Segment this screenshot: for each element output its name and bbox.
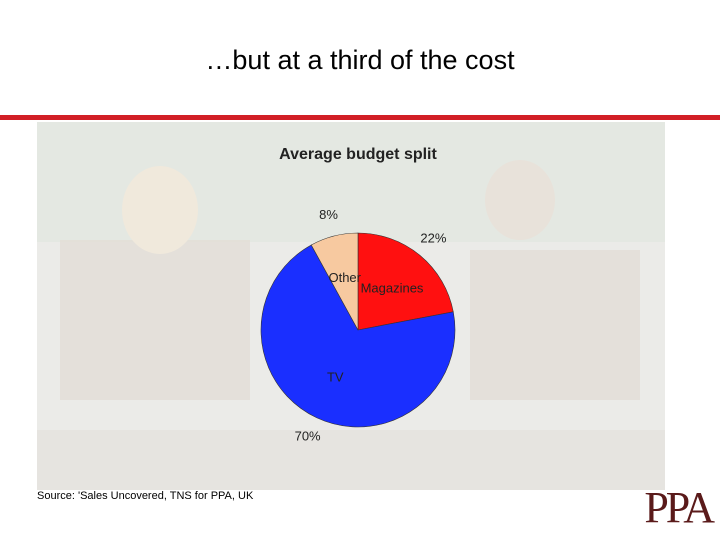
slice-label: TV bbox=[327, 370, 344, 385]
background-photo bbox=[37, 122, 665, 490]
value-label: 22% bbox=[420, 230, 446, 245]
title-rule bbox=[0, 115, 720, 120]
slice-label: Magazines bbox=[361, 280, 424, 295]
slide-title: …but at a third of the cost bbox=[205, 45, 515, 75]
chart-title: Average budget split bbox=[279, 146, 437, 163]
pie-slice bbox=[260, 244, 456, 428]
pie-slice bbox=[310, 232, 359, 331]
source-note: Source: 'Sales Uncovered, TNS for PPA, U… bbox=[37, 490, 254, 502]
pie-slice bbox=[357, 232, 454, 331]
slice-label: Other bbox=[328, 270, 361, 285]
value-label: 70% bbox=[295, 429, 321, 444]
logo: PPA bbox=[644, 483, 715, 532]
value-label: 8% bbox=[319, 207, 338, 222]
